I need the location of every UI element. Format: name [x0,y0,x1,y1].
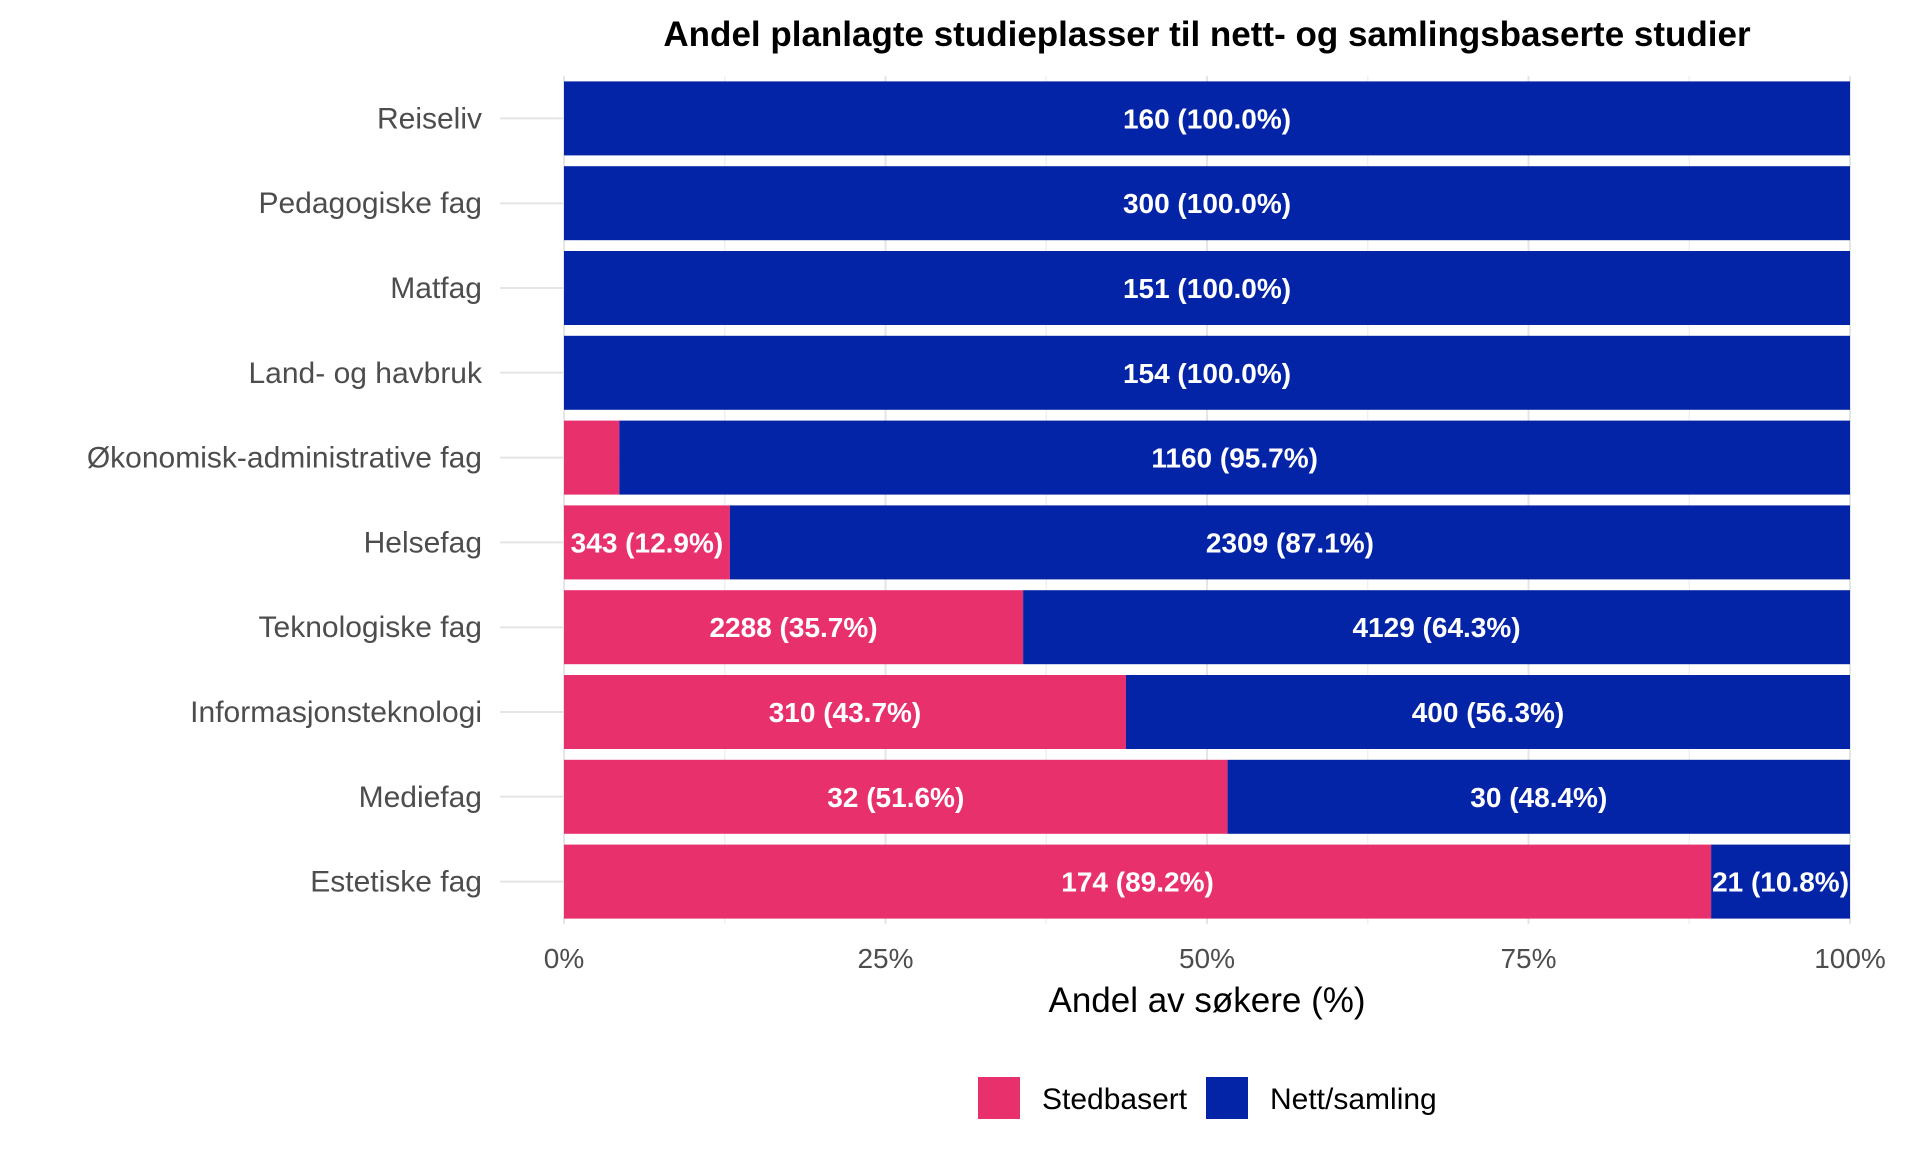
legend-label: Nett/samling [1270,1083,1437,1116]
bar-data-label: 174 (89.2%) [1061,867,1214,898]
bar-data-label: 21 (10.8%) [1712,867,1849,898]
bar-data-label: 151 (100.0%) [1123,273,1291,304]
bar-data-label: 2288 (35.7%) [709,612,877,643]
bar-data-label: 2309 (87.1%) [1206,527,1374,558]
bar-nett-samling [729,505,1850,580]
x-tick-label: 0% [544,943,584,974]
bar-data-label: 32 (51.6%) [827,782,964,813]
category-label: Pedagogiske fag [258,187,482,220]
legend-item-nett-samling: Nett/samling [1206,1077,1437,1119]
bar-data-label: 343 (12.9%) [571,527,724,558]
bar-data-label: 4129 (64.3%) [1352,612,1520,643]
bar-data-label: 30 (48.4%) [1470,782,1607,813]
bars: 160 (100.0%) 300 (100.0%) 151 (100.0%) 154 … [564,81,1850,919]
bar-nett-samling [1227,759,1850,834]
bar-nett-samling [1125,675,1850,749]
legend-swatch [978,1077,1020,1119]
category-label: Mediefag [359,781,482,814]
chart-title: Andel planlagte studieplasser til nett- … [663,15,1751,54]
category-labels: Reiseliv Pedagogiske fag Matfag Land- og ha… [87,102,483,898]
bar-stedbasert [564,505,730,580]
x-tick-label: 25% [857,943,913,974]
x-tick-label: 100% [1814,943,1886,974]
x-tick-label: 50% [1179,943,1235,974]
category-label: Helsefag [364,526,482,559]
bar-nett-samling [564,335,1850,410]
bar-stedbasert [564,675,1126,749]
bar-stedbasert [564,590,1024,665]
category-label: Estetiske fag [310,866,482,899]
bar-nett-samling [1023,590,1850,665]
category-label: Land- og havbruk [249,357,483,390]
bar-data-label: 310 (43.7%) [769,697,922,728]
bar-data-label: 300 (100.0%) [1123,188,1291,219]
legend-swatch [1206,1077,1248,1119]
x-tick-labels: 0% 25% 50% 75% 100% [544,943,1886,974]
x-axis-title: Andel av søkere (%) [1048,981,1365,1020]
category-label: Matfag [390,272,482,305]
legend-item-stedbasert: Stedbasert [978,1077,1188,1119]
bar-data-label: 1160 (95.7%) [1151,443,1318,474]
x-tick-label: 75% [1500,943,1556,974]
category-label: Teknologiske fag [259,611,482,644]
bar-nett-samling [1711,844,1850,919]
bar-stedbasert [564,759,1228,834]
legend-label: Stedbasert [1042,1083,1188,1116]
bar-data-label: 160 (100.0%) [1123,103,1291,134]
bar-stedbasert [564,420,620,495]
bar-nett-samling [619,420,1850,495]
legend: Stedbasert Nett/samling [978,1077,1437,1119]
bar-data-label: 154 (100.0%) [1123,358,1291,389]
bar-stedbasert [564,844,1712,919]
bar-nett-samling [564,166,1850,241]
bar-nett-samling [564,251,1850,325]
category-label: Reiseliv [377,102,482,135]
category-label: Informasjonsteknologi [190,696,482,729]
bar-data-label: 400 (56.3%) [1412,697,1565,728]
bar-nett-samling [564,81,1850,156]
category-label: Økonomisk-administrative fag [87,442,482,475]
